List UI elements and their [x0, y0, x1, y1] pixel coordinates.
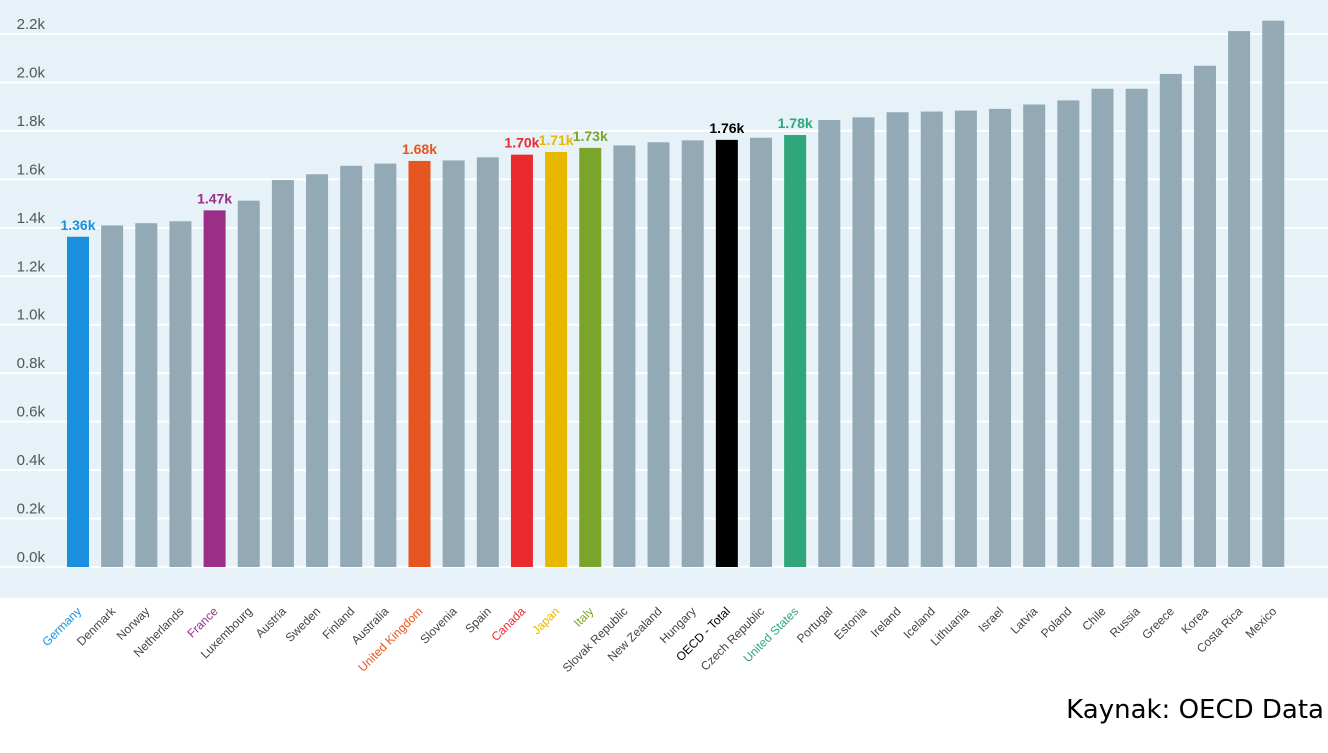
y-tick-label: 1.8k: [17, 113, 46, 130]
x-tick-label: Slovenia: [417, 604, 460, 647]
bar: [647, 142, 670, 568]
x-tick-label: Greece: [1139, 604, 1177, 642]
bar: [271, 180, 294, 567]
bar: [818, 120, 841, 567]
bar: [1023, 104, 1046, 567]
data-label: 1.73k: [573, 128, 608, 144]
data-label: 1.36k: [60, 217, 95, 233]
x-tick-label: Italy: [571, 604, 596, 629]
x-tick-label: Estonia: [831, 604, 869, 642]
bar: [1193, 65, 1216, 567]
x-tick-label: Ireland: [868, 604, 904, 640]
bar: [476, 157, 499, 567]
y-axis-ticks: 0.0k 0.2k 0.4k 0.6k 0.8k 1.0k 1.2k 1.4k 1.6k 1.8k…: [17, 16, 46, 566]
y-tick-label: 1.6k: [17, 161, 46, 178]
bar: [886, 112, 909, 567]
bar: [374, 163, 397, 567]
y-tick-label: 1.4k: [17, 210, 46, 227]
bar: [340, 165, 363, 567]
bar: [852, 117, 875, 567]
bar: [715, 139, 738, 568]
bar: [1228, 31, 1251, 568]
bar: [1262, 20, 1285, 568]
y-tick-label: 2.2k: [17, 16, 46, 33]
bar: [613, 145, 636, 568]
x-tick-label: Russia: [1107, 604, 1143, 640]
x-tick-label: Spain: [462, 604, 494, 636]
bar: [306, 174, 329, 567]
bar: [545, 151, 568, 567]
y-tick-label: 0.6k: [17, 404, 46, 421]
x-tick-label: Poland: [1038, 604, 1074, 640]
bar: [681, 140, 704, 567]
bar: [135, 223, 158, 567]
bar: [510, 154, 533, 567]
data-label: 1.71k: [539, 132, 574, 148]
y-tick-label: 1.2k: [17, 258, 46, 275]
data-labels: 1.36k 1.47k 1.68k 1.70k 1.71k 1.73k 1.76k 1.78k: [60, 115, 812, 233]
y-tick-label: 0.4k: [17, 452, 46, 469]
data-label: 1.70k: [504, 135, 539, 151]
bar: [1057, 100, 1080, 568]
bar: [408, 160, 431, 567]
bar: [954, 110, 977, 568]
data-label: 1.47k: [197, 190, 232, 206]
x-tick-label: Portugal: [794, 604, 836, 646]
bar: [989, 108, 1012, 567]
x-tick-label: Israel: [976, 604, 1007, 635]
bar: [1159, 73, 1182, 567]
bar: [1125, 88, 1148, 568]
y-tick-label: 0.0k: [17, 549, 46, 566]
x-tick-label: Canada: [488, 604, 528, 644]
x-tick-label: Denmark: [74, 604, 119, 649]
x-axis-labels: GermanyDenmarkNorwayNetherlandsFranceLux…: [39, 604, 1279, 675]
y-tick-label: 2.0k: [17, 64, 46, 81]
bar: [1091, 88, 1114, 568]
bar: [101, 225, 124, 568]
bar: [203, 210, 226, 567]
y-tick-label: 1.0k: [17, 307, 46, 324]
bar: [237, 200, 260, 567]
x-tick-label: Mexico: [1243, 604, 1280, 641]
bar: [67, 236, 89, 567]
data-label: 1.78k: [778, 115, 813, 131]
bar: [784, 135, 807, 568]
bar: [579, 147, 602, 568]
bar: [169, 221, 192, 567]
source-caption: Kaynak: OECD Data: [1066, 695, 1324, 725]
bar: [920, 111, 943, 567]
data-label: 1.76k: [709, 120, 744, 136]
bars: [67, 20, 1285, 568]
y-tick-label: 0.8k: [17, 355, 46, 372]
x-tick-label: Japan: [529, 604, 562, 637]
bar: [750, 137, 772, 567]
x-tick-label: Sweden: [283, 604, 324, 645]
bar: [442, 160, 465, 567]
y-tick-label: 0.2k: [17, 501, 46, 518]
x-tick-label: Latvia: [1008, 604, 1041, 637]
x-tick-label: Chile: [1079, 604, 1108, 633]
data-label: 1.68k: [402, 141, 437, 157]
